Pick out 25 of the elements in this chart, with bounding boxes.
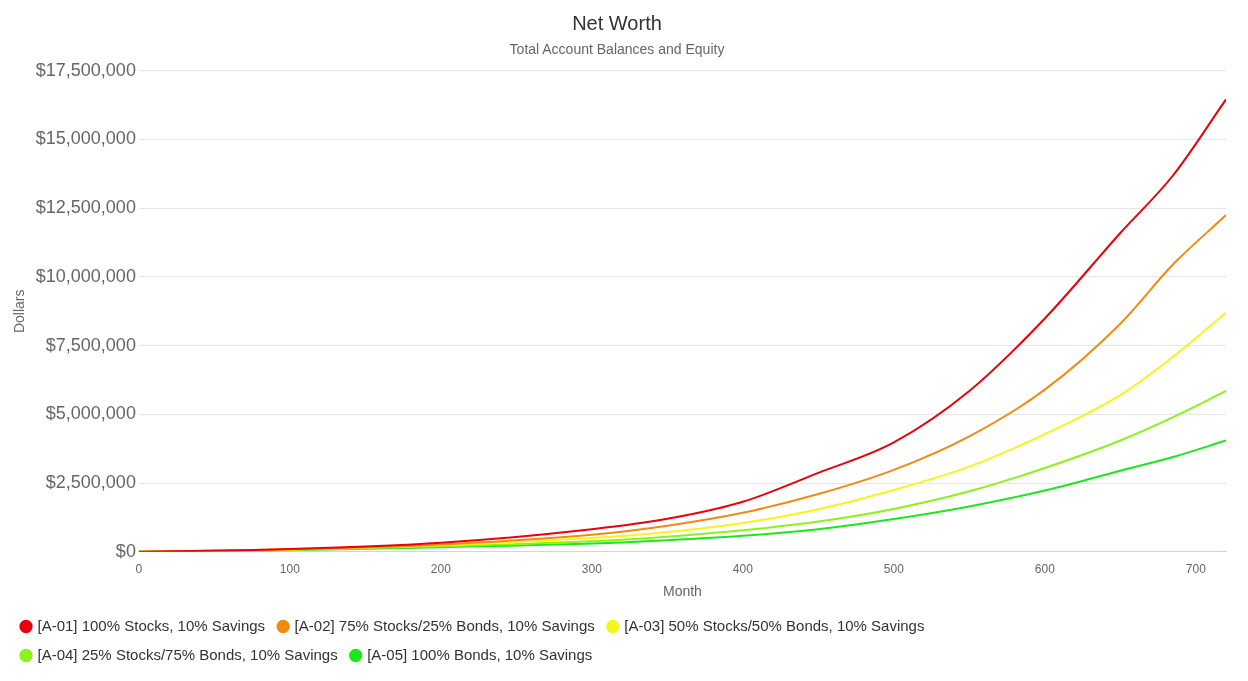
chart-subtitle: Total Account Balances and Equity xyxy=(509,41,725,58)
y-axis-title: Dollars xyxy=(11,289,28,334)
x-tick-label: 100 xyxy=(279,562,301,577)
legend-label: [A-05] 100% Bonds, 10% Savings xyxy=(367,645,593,663)
y-tick-label: $10,000,000 xyxy=(35,265,136,286)
legend-label: [A-01] 100% Stocks, 10% Savings xyxy=(37,616,266,634)
chart-title: Net Worth xyxy=(572,11,662,34)
x-axis-title: Month xyxy=(662,583,702,600)
legend-label: [A-03] 50% Stocks/50% Bonds, 10% Savings xyxy=(624,616,925,634)
y-tick-label: $15,000,000 xyxy=(35,128,136,149)
legend-label: [A-04] 25% Stocks/75% Bonds, 10% Savings xyxy=(37,645,338,663)
legend-label: [A-02] 75% Stocks/25% Bonds, 10% Savings xyxy=(294,616,595,634)
x-tick-label: 600 xyxy=(1034,562,1056,577)
y-tick-label: $12,500,000 xyxy=(35,197,136,218)
y-tick-label: $2,500,000 xyxy=(45,472,136,493)
y-tick-label: $17,500,000 xyxy=(35,59,136,80)
x-tick-label: 200 xyxy=(430,562,452,577)
y-tick-label: $7,500,000 xyxy=(45,334,136,355)
x-tick-label: 400 xyxy=(732,562,754,577)
x-tick-label: 300 xyxy=(581,562,603,577)
x-tick-label: 500 xyxy=(883,562,905,577)
x-tick-label: 700 xyxy=(1185,562,1207,577)
y-tick-label: $5,000,000 xyxy=(45,403,136,424)
x-tick-label: 0 xyxy=(135,562,143,577)
y-tick-label: $0 xyxy=(115,540,136,561)
